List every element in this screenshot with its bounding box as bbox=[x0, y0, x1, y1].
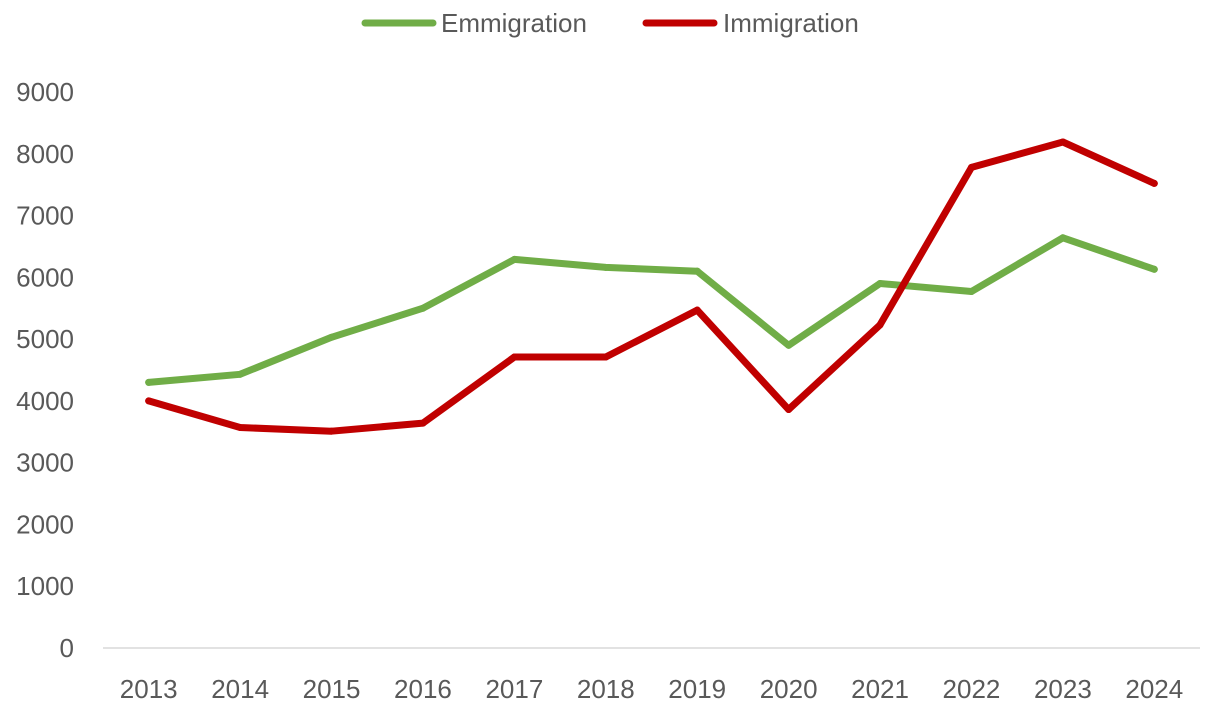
y-tick-label: 0 bbox=[60, 633, 74, 663]
x-tick-label: 2016 bbox=[394, 674, 452, 704]
data-point-immigration bbox=[236, 423, 244, 431]
legend: Emmigration Immigration bbox=[361, 8, 859, 38]
data-point-immigration bbox=[876, 321, 884, 329]
data-point-emmigration bbox=[876, 280, 884, 288]
y-tick-label: 7000 bbox=[16, 201, 74, 231]
data-point-emmigration bbox=[785, 341, 793, 349]
data-point-immigration bbox=[328, 427, 336, 435]
data-point-emmigration bbox=[1150, 265, 1158, 273]
x-tick-label: 2015 bbox=[303, 674, 361, 704]
y-axis: 0 1000 2000 3000 4000 5000 6000 7000 8000 9000 bbox=[16, 77, 74, 663]
x-tick-label: 2019 bbox=[668, 674, 726, 704]
data-point-immigration bbox=[602, 353, 610, 361]
x-tick-label: 2013 bbox=[120, 674, 178, 704]
legend-label-emmigration: Emmigration bbox=[441, 8, 587, 38]
legend-label-immigration: Immigration bbox=[723, 8, 859, 38]
x-axis: 2013 2014 2015 2016 2017 2018 2019 2020 2021 2022… bbox=[120, 674, 1183, 704]
y-tick-label: 2000 bbox=[16, 509, 74, 539]
series-line-immigration bbox=[145, 138, 1158, 435]
x-tick-label: 2022 bbox=[943, 674, 1001, 704]
y-tick-label: 8000 bbox=[16, 139, 74, 169]
y-tick-label: 1000 bbox=[16, 571, 74, 601]
data-point-emmigration bbox=[602, 263, 610, 271]
x-tick-label: 2014 bbox=[211, 674, 269, 704]
y-tick-label: 5000 bbox=[16, 324, 74, 354]
x-tick-label: 2021 bbox=[851, 674, 909, 704]
data-point-immigration bbox=[145, 397, 153, 405]
y-tick-label: 6000 bbox=[16, 262, 74, 292]
x-tick-label: 2023 bbox=[1034, 674, 1092, 704]
data-point-emmigration bbox=[328, 333, 336, 341]
x-tick-label: 2024 bbox=[1125, 674, 1183, 704]
y-tick-label: 4000 bbox=[16, 386, 74, 416]
data-point-immigration bbox=[1059, 138, 1067, 146]
data-point-immigration bbox=[967, 163, 975, 171]
y-tick-label: 3000 bbox=[16, 448, 74, 478]
data-point-emmigration bbox=[510, 255, 518, 263]
x-tick-label: 2018 bbox=[577, 674, 635, 704]
series-line-emmigration bbox=[145, 234, 1158, 386]
series-group bbox=[145, 138, 1158, 435]
data-point-immigration bbox=[693, 306, 701, 314]
data-point-immigration bbox=[785, 406, 793, 414]
data-point-emmigration bbox=[967, 288, 975, 296]
data-point-emmigration bbox=[693, 267, 701, 275]
data-point-emmigration bbox=[236, 370, 244, 378]
data-point-emmigration bbox=[419, 304, 427, 312]
data-point-emmigration bbox=[1059, 234, 1067, 242]
data-point-immigration bbox=[1150, 179, 1158, 187]
x-tick-label: 2020 bbox=[760, 674, 818, 704]
data-point-emmigration bbox=[145, 378, 153, 386]
data-point-immigration bbox=[510, 353, 518, 361]
y-tick-label: 9000 bbox=[16, 77, 74, 107]
data-point-immigration bbox=[419, 419, 427, 427]
x-tick-label: 2017 bbox=[485, 674, 543, 704]
